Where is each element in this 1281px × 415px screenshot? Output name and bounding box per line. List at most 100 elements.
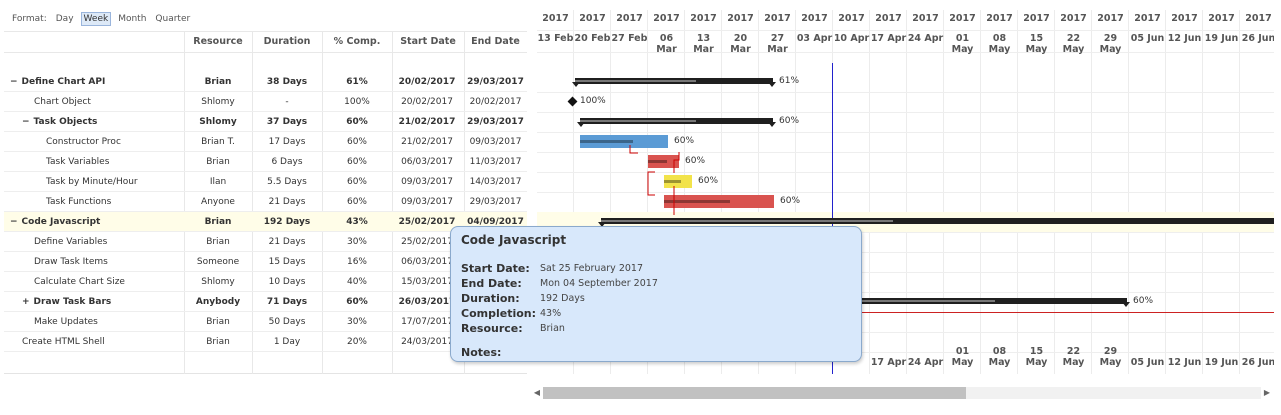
grid-line — [537, 52, 1274, 53]
group-end-cap — [577, 122, 585, 127]
week-label: 15 May — [1025, 33, 1048, 55]
task-comp-cell: 60% — [346, 197, 367, 207]
dependency-arrow — [629, 145, 638, 154]
task-start-cell: 06/03/2017 — [401, 257, 453, 267]
tooltip-resource-value: Brian — [540, 323, 565, 334]
table-row[interactable]: Task Functions Anyone 21 Days 60% 09/03/2017… — [4, 192, 527, 212]
bar-percent-label: 60% — [779, 116, 800, 126]
column-header-resource[interactable]: Resource — [193, 36, 243, 47]
year-label: 2017 — [912, 13, 939, 24]
column-header-end[interactable]: End Date — [471, 36, 520, 47]
task-bar[interactable] — [664, 175, 692, 188]
task-end-cell: 09/03/2017 — [469, 137, 522, 147]
group-bar[interactable] — [572, 78, 776, 87]
week-label: 20 Mar — [730, 33, 751, 55]
collapse-icon[interactable]: − — [22, 117, 30, 127]
dependency-arrow — [647, 171, 655, 196]
expand-icon[interactable]: + — [22, 297, 30, 307]
format-option-day[interactable]: Day — [55, 14, 74, 24]
table-row[interactable]: Create HTML Shell Brian 1 Day 20% 24/03/2017 — [4, 332, 527, 352]
bottom-week-label: 15 May — [1025, 346, 1048, 368]
task-comp-cell: 60% — [346, 297, 368, 307]
scroll-left-arrow-icon[interactable]: ◀ — [533, 388, 541, 397]
week-label: 13 Mar — [693, 33, 714, 55]
bar-percent-label: 60% — [674, 136, 695, 146]
scroll-thumb[interactable] — [543, 387, 966, 399]
collapse-icon[interactable]: − — [10, 217, 18, 227]
task-name-cell: − Task Objects — [10, 112, 188, 132]
tooltip-start-label: Start Date: — [461, 262, 530, 275]
group-end-cap — [768, 122, 776, 127]
year-label: 2017 — [1171, 13, 1198, 24]
format-option-week[interactable]: Week — [80, 12, 112, 26]
table-row[interactable]: Task by Minute/Hour Ilan 5.5 Days 60% 09/03/… — [4, 172, 527, 192]
task-resource-cell: Anybody — [195, 297, 241, 307]
table-row[interactable]: Draw Task Items Someone 15 Days 16% 06/03/20… — [4, 252, 527, 272]
bar-percent-label: 60% — [685, 156, 706, 166]
task-name-cell: Create HTML Shell — [10, 332, 188, 352]
table-row[interactable]: Define Variables Brian 21 Days 30% 25/02/201… — [4, 232, 527, 252]
format-option-quarter[interactable]: Quarter — [155, 14, 191, 24]
table-row[interactable]: + Draw Task Bars Anybody 71 Days 60% 26/03/20… — [4, 292, 527, 312]
group-bar[interactable] — [598, 218, 1274, 227]
task-resource-cell: Brian — [206, 237, 230, 247]
format-option-month[interactable]: Month — [118, 14, 147, 24]
year-label: 2017 — [1208, 13, 1235, 24]
week-label: 17 Apr — [870, 33, 907, 44]
table-row[interactable]: Task Variables Brian 6 Days 60% 06/03/2017 11… — [4, 152, 527, 172]
task-comp-cell: 43% — [346, 217, 368, 227]
task-bar[interactable] — [580, 135, 668, 148]
tooltip-resource-label: Resource: — [461, 322, 523, 335]
tooltip-row-resource: Resource: Brian — [461, 321, 851, 336]
task-start-cell: 26/03/2017 — [398, 297, 456, 307]
column-divider — [464, 31, 465, 374]
task-name: Task by Minute/Hour — [46, 177, 138, 187]
task-resource-cell: Shlomy — [199, 117, 237, 127]
task-resource-cell: Brian T. — [201, 137, 235, 147]
tooltip-completion-label: Completion: — [461, 307, 537, 320]
table-row[interactable]: Constructor Proc Brian T. 17 Days 60% 21/02/… — [4, 132, 527, 152]
week-label: 20 Feb — [574, 33, 611, 44]
column-header-duration[interactable]: Duration — [263, 36, 311, 47]
row-line — [537, 132, 1274, 133]
year-label: 2017 — [875, 13, 902, 24]
horizontal-scrollbar[interactable]: ◀ ▶ — [531, 386, 1273, 400]
task-name-cell: Draw Task Items — [10, 252, 188, 272]
task-name-cell: Task Variables — [10, 152, 188, 172]
row-line — [537, 92, 1274, 93]
week-label: 29 May — [1099, 33, 1122, 55]
format-bar: Format: Day Week Month Quarter — [10, 12, 192, 26]
task-bar[interactable] — [648, 155, 679, 168]
group-bar[interactable] — [577, 118, 776, 127]
table-row[interactable]: − Define Chart API Brian 38 Days 61% 20/02/20… — [4, 72, 527, 92]
task-end-cell: 29/03/2017 — [467, 77, 524, 87]
task-comp-cell: 60% — [346, 137, 367, 147]
week-label: 27 Mar — [767, 33, 788, 55]
table-row[interactable]: Chart Object Shlomy - 100% 20/02/2017 20/02/2… — [4, 92, 527, 112]
column-header-start[interactable]: Start Date — [400, 36, 456, 47]
year-label: 2017 — [542, 13, 569, 24]
task-duration-cell: 50 Days — [268, 317, 306, 327]
column-header-comp[interactable]: % Comp. — [333, 36, 381, 47]
table-row[interactable]: − Task Objects Shlomy 37 Days 60% 21/02/2017 2… — [4, 112, 527, 132]
task-name-cell: Chart Object — [10, 92, 188, 112]
task-duration-cell: 15 Days — [268, 257, 306, 267]
tooltip-title: Code Javascript — [461, 233, 567, 247]
collapse-icon[interactable]: − — [10, 77, 18, 87]
table-row[interactable]: Calculate Chart Size Shlomy 10 Days 40% 15/0… — [4, 272, 527, 292]
task-resource-cell: Brian — [206, 317, 230, 327]
table-row[interactable]: − Code Javascript Brian 192 Days 43% 25/02/20… — [4, 212, 527, 232]
table-header: Resource Duration % Comp. Start Date End… — [4, 31, 527, 52]
task-duration-cell: 17 Days — [268, 137, 306, 147]
task-duration-cell: 21 Days — [268, 197, 306, 207]
task-resource-cell: Shlomy — [201, 97, 235, 107]
task-progress — [664, 180, 681, 183]
task-name-cell: + Draw Task Bars — [10, 292, 188, 312]
task-name-cell: Define Variables — [10, 232, 188, 252]
table-row[interactable]: Make Updates Brian 50 Days 30% 17/07/2017 — [4, 312, 527, 332]
task-bar[interactable] — [664, 195, 774, 208]
scroll-right-arrow-icon[interactable]: ▶ — [1263, 388, 1271, 397]
column-divider — [252, 31, 253, 374]
task-name-cell: Task Functions — [10, 192, 188, 212]
task-duration-cell: 6 Days — [271, 157, 303, 167]
